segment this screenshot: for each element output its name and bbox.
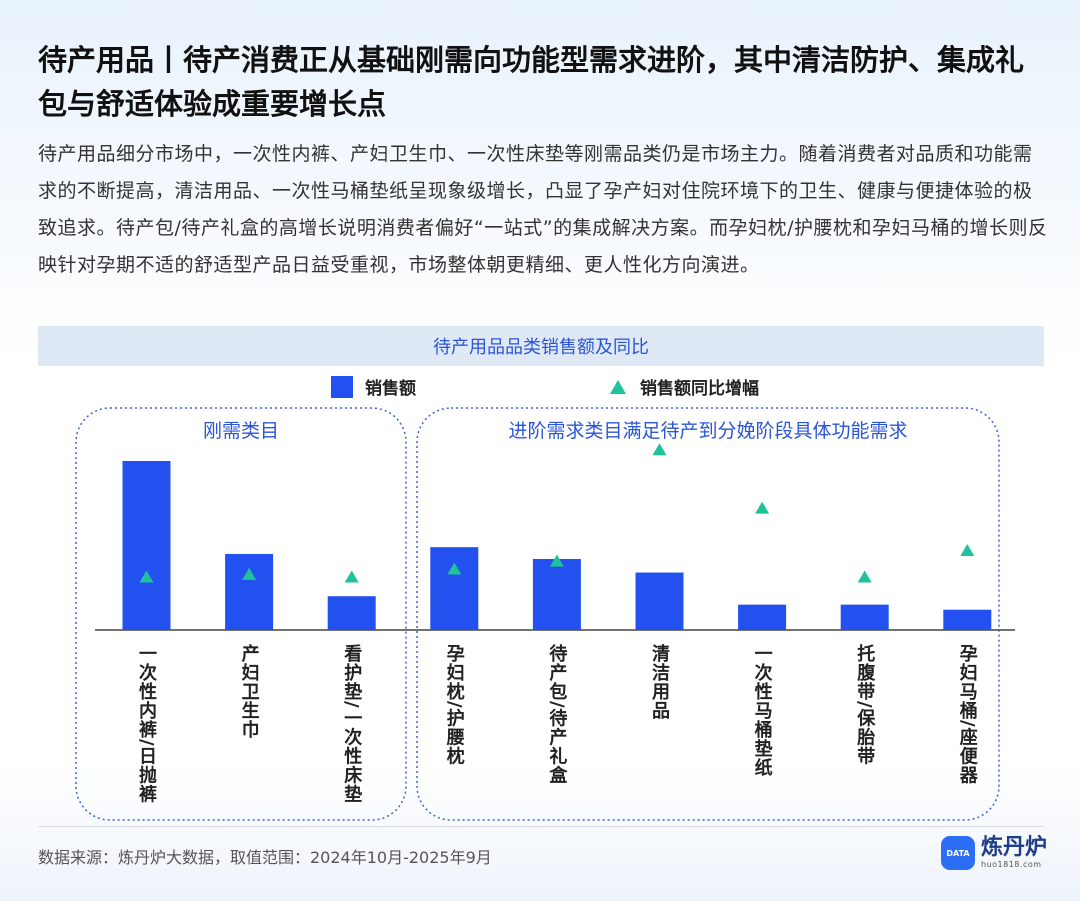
bar-7 bbox=[738, 604, 787, 630]
yoy-marker-4 bbox=[447, 562, 462, 575]
chart-title: 待产用品品类销售额及同比 bbox=[38, 326, 1044, 366]
page-description: 待产用品细分市场中，一次性内裤、产妇卫生巾、一次性床垫等刚需品类仍是市场主力。随… bbox=[38, 143, 1048, 276]
legend-swatch-bar bbox=[331, 375, 353, 398]
x-tick-label-3: 看护垫/一次性床垫 bbox=[341, 643, 363, 804]
logo-icon: DATA bbox=[941, 836, 975, 870]
brand-logo: DATA 炼丹炉 huo1818.com bbox=[941, 836, 1047, 870]
yoy-marker-7 bbox=[755, 501, 770, 514]
yoy-marker-1 bbox=[139, 570, 154, 583]
x-tick-label-9: 孕妇马桶/座便器 bbox=[957, 644, 979, 785]
bar-2 bbox=[225, 553, 274, 630]
bar-3 bbox=[327, 596, 376, 630]
bar-1 bbox=[122, 461, 171, 630]
x-tick-label-7: 一次性马桶垫纸 bbox=[752, 644, 773, 777]
logo-url: huo1818.com bbox=[981, 860, 1042, 869]
footer-divider bbox=[38, 826, 1044, 827]
group-box-advanced bbox=[416, 407, 1000, 821]
yoy-marker-2 bbox=[242, 567, 257, 580]
bar-5 bbox=[532, 559, 581, 630]
bar-6 bbox=[635, 572, 684, 630]
legend-label-sales: 销售额 bbox=[365, 379, 416, 399]
legend-swatch-triangle bbox=[610, 379, 626, 394]
yoy-marker-5 bbox=[549, 554, 564, 567]
chart-area: 刚需类目 进阶需求类目满足待产到分娩阶段具体功能需求 一次性内裤/日抛裤 产妇卫生… bbox=[75, 407, 1015, 821]
x-tick-label-8: 托腹带/保胎带 bbox=[854, 643, 876, 766]
source-note: 数据来源：炼丹炉大数据，取值范围：2024年10月-2025年9月 bbox=[38, 848, 492, 867]
x-tick-label-1: 一次性内裤/日抛裤 bbox=[136, 644, 157, 804]
yoy-marker-3 bbox=[344, 570, 359, 583]
legend-item-yoy: 销售额同比增幅 bbox=[610, 374, 759, 399]
group-label-advanced: 进阶需求类目满足待产到分娩阶段具体功能需求 bbox=[508, 420, 907, 442]
yoy-marker-9 bbox=[960, 544, 975, 556]
logo-name: 炼丹炉 bbox=[981, 835, 1048, 860]
logo-badge-text: DATA bbox=[946, 848, 970, 858]
bar-4 bbox=[430, 547, 479, 630]
x-tick-label-2: 产妇卫生巾 bbox=[239, 643, 260, 739]
x-tick-label-6: 清洁用品 bbox=[649, 644, 670, 720]
page-title: 待产用品丨待产消费正从基础刚需向功能型需求进阶，其中清洁防护、集成礼包与舒适体验… bbox=[38, 43, 1025, 121]
group-box-basic bbox=[75, 407, 407, 821]
yoy-marker-6 bbox=[652, 443, 667, 456]
group-label-basic: 刚需类目 bbox=[203, 420, 279, 442]
legend-label-yoy: 销售额同比增幅 bbox=[640, 379, 759, 399]
yoy-marker-8 bbox=[857, 570, 872, 583]
bar-8 bbox=[840, 604, 889, 630]
x-tick-label-5: 待产包/待产礼盒 bbox=[546, 643, 567, 785]
bar-9 bbox=[943, 609, 992, 630]
x-tick-label-4: 孕妇枕/护腰枕 bbox=[444, 644, 466, 766]
legend-item-sales: 销售额 bbox=[331, 374, 416, 399]
